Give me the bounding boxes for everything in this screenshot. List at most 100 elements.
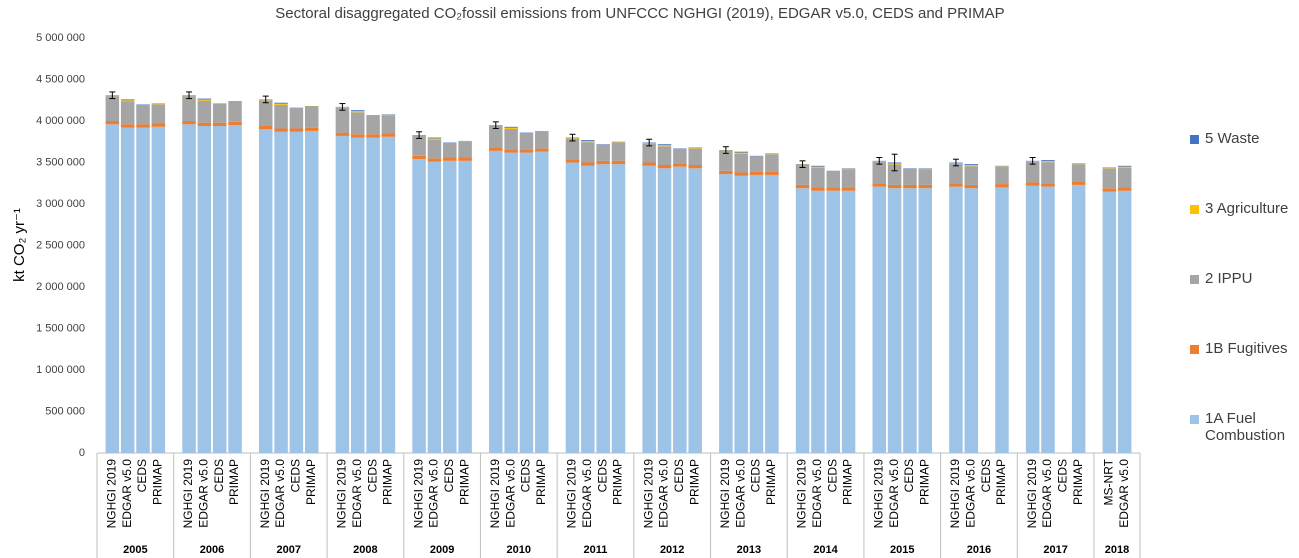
x-tick-label: CEDS [672,459,686,492]
bar-segment [642,162,656,166]
x-tick-label: PRIMAP [764,459,778,505]
bar-segment [611,164,626,453]
bar-segment [443,157,457,161]
bar-segment [673,148,687,164]
x-tick-label: CEDS [365,459,379,492]
x-tick-label: EDGAR v5.0 [503,459,517,528]
bar-segment [519,133,534,150]
bar-segment [811,187,825,191]
bar-segment [657,168,672,453]
bar-segment [964,188,979,454]
bar-segment [197,100,212,123]
x-tick-label: PRIMAP [994,459,1008,505]
bar-segment [734,172,748,176]
bar-segment [1102,191,1117,454]
x-tick-label: EDGAR v5.0 [887,459,901,528]
bar-segment [274,103,288,105]
y-tick-label: 2 500 000 [36,239,85,251]
x-tick-label: CEDS [902,459,916,492]
bar-segment [366,134,380,138]
x-tick-label: EDGAR v5.0 [657,459,671,528]
bar-segment [274,131,288,454]
bar-segment [749,174,764,453]
bar-segment [427,158,442,162]
group-label: 2006 [200,544,224,556]
x-tick-label: NGHGI 2019 [335,459,349,529]
bar-segment [136,104,150,125]
y-tick-label: 3 000 000 [36,198,85,210]
legend-item: 3 Agriculture [1190,200,1299,217]
bar-segment [565,138,580,160]
x-tick-label: PRIMAP [534,459,548,505]
bar-segment [642,165,656,453]
bar-segment [458,157,472,161]
bar-segment [1117,167,1132,188]
bar-segment [1041,160,1055,163]
bar-segment [887,188,902,454]
bar-segment [949,163,963,184]
bar-segment [1071,164,1086,182]
x-tick-label: EDGAR v5.0 [427,459,441,528]
bar-segment [749,171,764,175]
bar-segment [289,128,304,132]
bar-segment [596,164,610,453]
bar-segment [688,168,702,453]
bar-segment [458,160,472,453]
bar-segment [197,98,212,100]
group-label: 2012 [660,544,684,556]
legend-swatch [1190,205,1199,214]
bar-segment [1117,165,1132,167]
x-tick-label: CEDS [519,459,533,492]
y-tick-label: 3 500 000 [36,156,85,168]
bar-segment [151,104,166,124]
bar-segment [673,166,687,453]
bar-segment [351,137,365,453]
bar-segment [657,164,672,169]
bar-segment [197,122,212,126]
x-tick-label: CEDS [135,459,149,492]
bar-segment [151,126,166,453]
bar-segment [381,133,396,137]
bar-segment [581,162,595,166]
bar-segment [1041,186,1055,453]
bar-segment [688,164,702,169]
bar-segment [228,125,242,454]
bar-segment [841,190,856,453]
legend-label: 3 Agriculture [1205,200,1289,217]
x-tick-label: EDGAR v5.0 [273,459,287,528]
bar-segment [504,126,518,128]
x-tick-label: PRIMAP [611,459,625,505]
x-tick-label: PRIMAP [381,459,395,505]
bar-segment [1117,166,1132,168]
bar-segment [811,166,825,168]
x-tick-label: EDGAR v5.0 [580,459,594,528]
bar-segment [535,131,549,149]
bar-segment [212,125,227,453]
group-label: 2018 [1105,544,1129,556]
group-label: 2015 [890,544,914,556]
bar-segment [212,122,227,126]
bar-segment [458,141,472,158]
bar-segment [412,159,426,453]
bar-segment [443,160,457,453]
group-label: 2007 [276,544,300,556]
bar-segment [504,149,518,153]
x-tick-label: NGHGI 2019 [181,459,195,529]
bar-segment [519,152,534,454]
group-label: 2011 [584,544,608,556]
bar-segment [504,128,518,150]
bar-segment [642,143,656,163]
bar-segment [657,146,672,165]
x-tick-label: PRIMAP [151,459,165,505]
bar-segment [519,149,534,153]
bar-segment [228,121,242,126]
y-tick-label: 4 000 000 [36,115,85,127]
x-tick-label: NGHGI 2019 [411,459,425,529]
y-tick-label: 0 [79,447,85,459]
group-label: 2008 [353,544,377,556]
bar-segment [197,99,212,101]
bar-segment [274,104,288,129]
bar-segment [427,139,442,159]
bar-segment [795,188,810,454]
